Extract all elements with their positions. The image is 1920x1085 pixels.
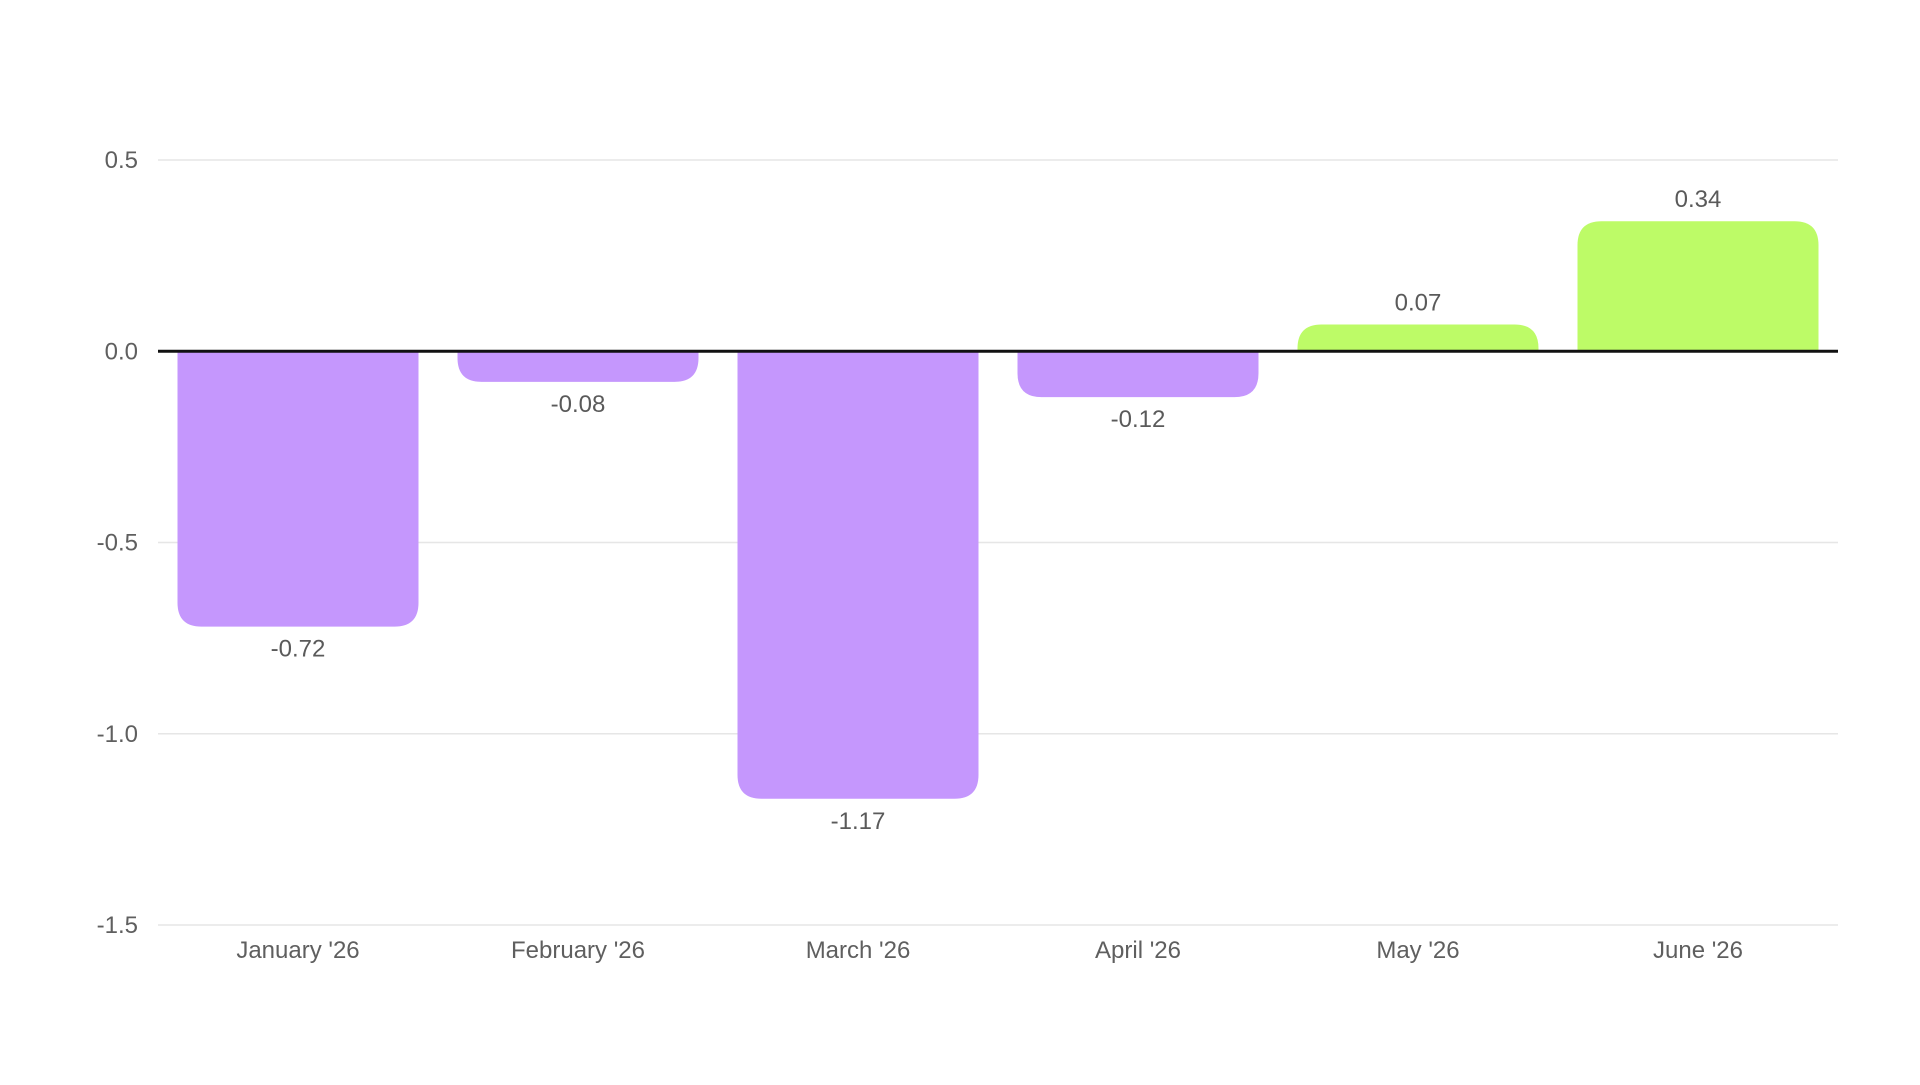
x-category-label: June '26 <box>1653 937 1743 964</box>
bar-negative <box>1017 351 1259 398</box>
x-category-label: March '26 <box>806 937 911 964</box>
bar-negative <box>737 351 979 799</box>
x-category-label: January '26 <box>236 937 359 964</box>
bar-value-label: 0.34 <box>1675 186 1722 213</box>
y-tick-label: -1.5 <box>97 912 138 939</box>
grid-layer <box>158 159 1838 926</box>
y-tick-label: -0.5 <box>97 530 138 557</box>
y-tick-label: 0.0 <box>105 338 138 365</box>
bar-value-label: -0.08 <box>551 391 606 418</box>
bar-value-label: 0.07 <box>1395 289 1442 316</box>
y-axis-ticks: 0.5 0.0 -0.5 -1.0 -1.5 <box>97 147 138 939</box>
y-tick-label: 0.5 <box>105 147 138 174</box>
x-category-label: February '26 <box>511 937 645 964</box>
bar-positive <box>1577 221 1819 352</box>
bar-positive <box>1297 324 1539 352</box>
bar-value-label: -0.12 <box>1111 406 1166 433</box>
x-axis-categories: January '26 February '26 March '26 April '2… <box>236 937 1743 964</box>
y-tick-label: -1.0 <box>97 721 138 748</box>
x-category-label: May '26 <box>1376 937 1459 964</box>
bar-negative <box>177 351 419 627</box>
x-category-label: April '26 <box>1095 937 1181 964</box>
bars-layer <box>177 221 1819 799</box>
data-labels: -0.72 -0.08 -1.17 -0.12 0.07 0.34 <box>271 186 1722 835</box>
bar-value-label: -1.17 <box>831 808 886 835</box>
bar-value-label: -0.72 <box>271 636 326 663</box>
bar-negative <box>457 351 699 382</box>
